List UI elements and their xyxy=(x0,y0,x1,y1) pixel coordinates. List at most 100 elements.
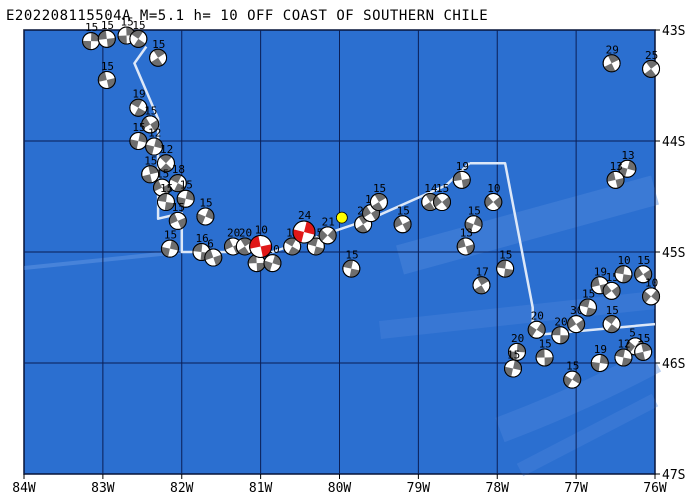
lon-tick-label: 77W xyxy=(564,481,588,496)
depth-label: 15 xyxy=(468,204,481,217)
beachball xyxy=(129,29,148,48)
beachball-rim xyxy=(176,189,195,208)
beachball xyxy=(563,370,582,389)
depth-label: 15 xyxy=(164,229,177,242)
lon-tick-label: 81W xyxy=(249,481,273,496)
depth-label: 12 xyxy=(617,337,630,350)
beachball xyxy=(141,115,160,134)
compressional-quadrant xyxy=(150,57,163,67)
beachball-rim xyxy=(141,115,160,134)
ridge-shallows xyxy=(396,175,659,275)
depth-label: 15 xyxy=(101,60,114,73)
compressional-quadrant xyxy=(130,99,143,108)
compressional-quadrant xyxy=(615,348,626,358)
compressional-quadrant xyxy=(154,138,163,149)
compressional-quadrant xyxy=(604,63,616,72)
compressional-quadrant xyxy=(626,340,636,353)
compressional-quadrant xyxy=(634,351,646,361)
depth-label: 15 xyxy=(606,304,619,317)
compressional-quadrant xyxy=(606,324,619,333)
depth-label: 15 xyxy=(507,349,520,362)
compressional-quadrant xyxy=(319,229,328,242)
compressional-quadrant xyxy=(621,357,632,366)
ridge-segment xyxy=(133,45,471,254)
compressional-quadrant xyxy=(394,216,403,228)
beachball-rim xyxy=(527,320,546,339)
compressional-quadrant xyxy=(159,154,172,164)
compressional-quadrant xyxy=(528,325,537,337)
beachball xyxy=(393,215,412,234)
compressional-quadrant xyxy=(356,224,368,233)
beachball-rim xyxy=(642,59,661,78)
beachball-rim xyxy=(97,70,116,89)
beachball xyxy=(614,348,633,367)
beachball-rim xyxy=(129,132,148,150)
compressional-quadrant xyxy=(150,119,159,132)
compressional-quadrant xyxy=(591,277,600,288)
depth-label: 15 xyxy=(582,288,595,301)
depth-label: 15 xyxy=(172,201,185,214)
compressional-quadrant xyxy=(615,177,625,189)
beachball-rim xyxy=(97,29,116,48)
beachball xyxy=(196,207,215,226)
compressional-quadrant xyxy=(153,180,163,192)
beachball xyxy=(578,298,597,317)
compressional-quadrant xyxy=(82,40,92,50)
beachball-rim xyxy=(168,211,187,230)
compressional-quadrant xyxy=(153,49,166,58)
beachball xyxy=(145,137,164,156)
lat-tick-label: 45S xyxy=(662,246,685,261)
lon-tick-label: 83W xyxy=(91,481,115,496)
beachball-rim xyxy=(456,237,475,256)
beachball-rim xyxy=(249,234,273,258)
compressional-quadrant xyxy=(185,190,195,201)
beachball-rim xyxy=(263,254,282,273)
compressional-quadrant xyxy=(576,319,585,332)
depth-label: 25 xyxy=(645,49,658,62)
beachball-rim xyxy=(196,207,215,226)
depth-label: 20 xyxy=(511,332,524,345)
beachball xyxy=(318,226,337,245)
beachball xyxy=(156,154,175,173)
compressional-quadrant xyxy=(98,30,107,40)
compressional-quadrant xyxy=(453,171,462,182)
beachball-rim xyxy=(634,342,653,361)
beachball-rim xyxy=(292,220,316,244)
beachball xyxy=(342,259,361,278)
compressional-quadrant xyxy=(256,262,266,272)
depth-label: 12 xyxy=(148,127,161,140)
beachball-rim xyxy=(129,98,148,117)
compressional-quadrant xyxy=(551,326,561,336)
beachball xyxy=(590,354,609,372)
beachball xyxy=(306,237,325,256)
beachball-rim xyxy=(464,215,483,234)
depth-label: 18 xyxy=(172,163,185,176)
compressional-quadrant xyxy=(148,165,159,175)
compressional-quadrant xyxy=(572,372,581,384)
compressional-quadrant xyxy=(461,178,471,189)
depth-label: 24 xyxy=(298,209,312,222)
lon-tick-label: 78W xyxy=(486,481,510,496)
depth-label: 10 xyxy=(255,223,268,236)
beachball xyxy=(141,165,160,184)
lat-tick-label: 47S xyxy=(662,468,685,483)
depth-label: 21 xyxy=(322,215,335,228)
beachball-rim xyxy=(606,170,625,189)
compressional-quadrant xyxy=(260,244,272,258)
beachball-rim xyxy=(567,315,586,334)
depth-label: 19 xyxy=(594,265,607,278)
beachball xyxy=(292,220,316,244)
beachball xyxy=(602,54,621,73)
depth-label: 15 xyxy=(144,154,157,167)
beachball xyxy=(602,281,621,300)
beachball-rim xyxy=(129,29,148,48)
beachball-rim xyxy=(149,48,168,67)
beachball-rim xyxy=(535,348,554,367)
lat-tick-label: 46S xyxy=(662,357,685,372)
depth-label: 20 xyxy=(554,315,567,328)
beachball-rim xyxy=(160,239,179,258)
compressional-quadrant xyxy=(284,237,297,247)
compressional-quadrant xyxy=(141,174,153,183)
lon-tick-label: 84W xyxy=(12,481,36,496)
beachball xyxy=(634,342,653,361)
